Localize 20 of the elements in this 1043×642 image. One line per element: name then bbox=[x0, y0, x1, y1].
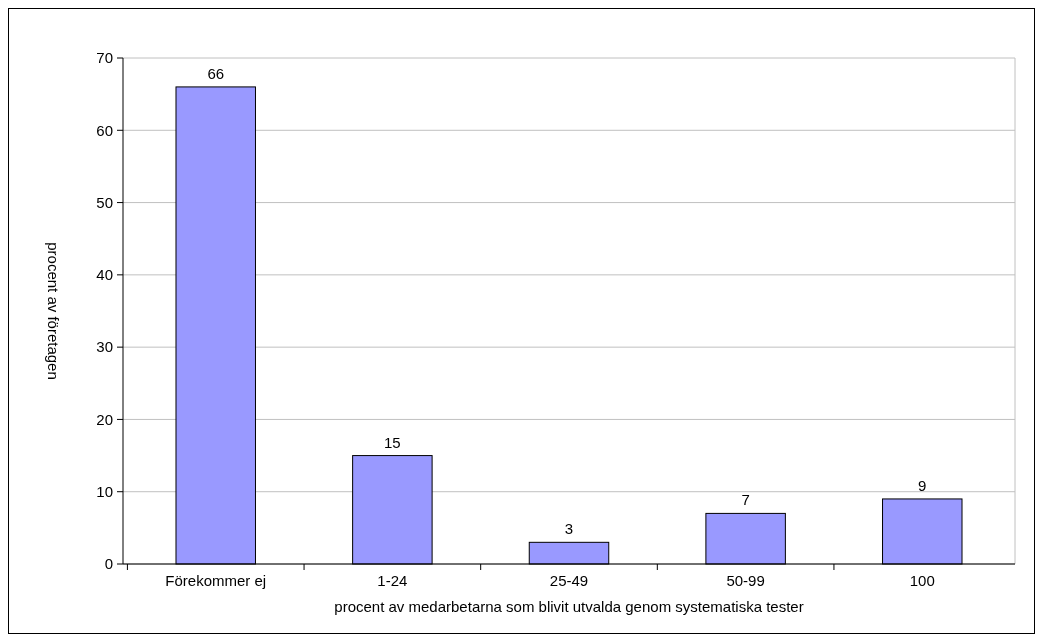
y-tick-label: 0 bbox=[104, 555, 113, 573]
y-tick-label: 10 bbox=[96, 482, 113, 500]
y-tick-label: 60 bbox=[96, 121, 113, 139]
data-label: 15 bbox=[384, 433, 401, 451]
y-axis-title: procent av företagen bbox=[45, 242, 62, 380]
data-label: 66 bbox=[207, 64, 225, 82]
x-tick-label: 1-24 bbox=[377, 572, 408, 589]
y-tick-label: 50 bbox=[96, 193, 113, 211]
y-tick-label: 30 bbox=[96, 338, 113, 356]
data-label: 7 bbox=[741, 491, 750, 509]
y-tick-label: 20 bbox=[96, 410, 113, 428]
x-tick-label: Förekommer ej bbox=[165, 572, 267, 589]
data-label: 3 bbox=[564, 520, 574, 538]
x-tick-label: 50-99 bbox=[726, 572, 765, 589]
data-label: 9 bbox=[918, 476, 927, 494]
x-tick-label: 100 bbox=[909, 572, 935, 589]
x-tick-label: 25-49 bbox=[549, 572, 589, 589]
x-axis-title: procent av medarbetarna som blivit utvalda genom systematiska tester bbox=[334, 598, 804, 615]
y-tick-label: 70 bbox=[96, 49, 113, 67]
y-tick-label: 40 bbox=[96, 266, 113, 284]
